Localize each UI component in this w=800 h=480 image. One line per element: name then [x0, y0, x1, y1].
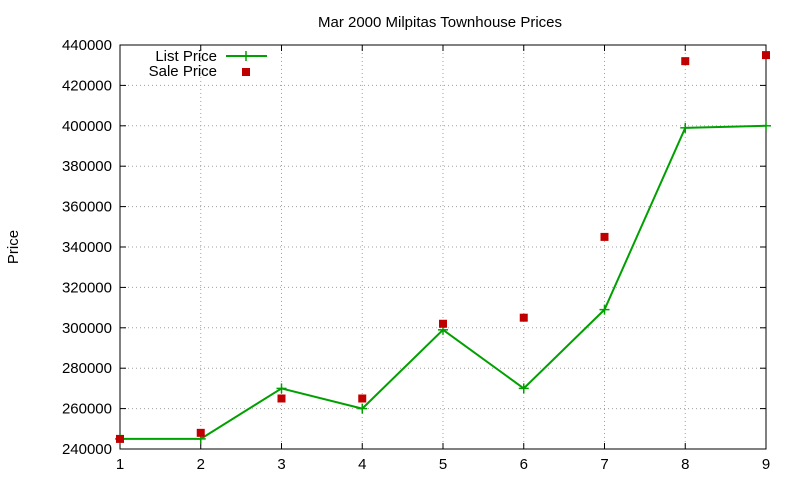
legend-label-sale-price: Sale Price — [149, 63, 217, 80]
x-tick-label: 8 — [681, 456, 689, 473]
x-tick-label: 1 — [116, 456, 124, 473]
legend-marker-list-price — [241, 51, 251, 61]
x-tick-label: 9 — [762, 456, 770, 473]
list-price-line — [120, 124, 767, 440]
list-price-point — [518, 383, 529, 394]
y-tick-label: 300000 — [62, 320, 112, 337]
y-tick-label: 340000 — [62, 239, 112, 256]
list-price-point — [761, 120, 771, 131]
x-tick-label: 3 — [277, 456, 285, 473]
y-tick-label: 440000 — [62, 37, 112, 54]
sale-price-point — [519, 313, 528, 322]
legend-label-list-price: List Price — [155, 48, 217, 65]
sale-price-point — [196, 428, 205, 437]
y-axis-label: Price — [5, 230, 22, 264]
sale-price-point — [358, 394, 367, 403]
sale-price-point — [116, 434, 124, 443]
tick-labels: 240000 260000 280000 300000 320000 340000 3600… — [62, 37, 770, 473]
sale-price-point — [600, 232, 609, 241]
sale-price-point — [439, 319, 447, 328]
x-tick-label: 6 — [520, 456, 528, 473]
plot-frame — [119, 44, 767, 450]
y-tick-label: 240000 — [62, 441, 112, 458]
x-tick-label: 2 — [197, 456, 205, 473]
sale-price-point — [762, 51, 770, 60]
y-tick-label: 360000 — [62, 199, 112, 216]
grid-lines — [120, 45, 766, 449]
sale-price-point — [277, 394, 286, 403]
y-tick-label: 320000 — [62, 279, 112, 296]
y-tick-label: 380000 — [62, 158, 112, 175]
chart-title: Mar 2000 Milpitas Townhouse Prices — [318, 14, 562, 31]
data-series — [115, 51, 771, 444]
sale-price-point — [681, 57, 690, 66]
y-tick-label: 400000 — [62, 118, 112, 135]
list-price-point — [276, 383, 287, 394]
y-tick-label: 280000 — [62, 360, 112, 377]
legend-marker-sale-price — [242, 68, 250, 76]
x-tick-label: 5 — [439, 456, 447, 473]
list-price-point — [599, 304, 610, 315]
y-tick-label: 420000 — [62, 77, 112, 94]
list-price-point — [357, 403, 368, 414]
x-tick-label: 7 — [600, 456, 608, 473]
x-tick-label: 4 — [358, 456, 366, 473]
list-price-point — [680, 122, 691, 133]
y-tick-label: 260000 — [62, 401, 112, 418]
